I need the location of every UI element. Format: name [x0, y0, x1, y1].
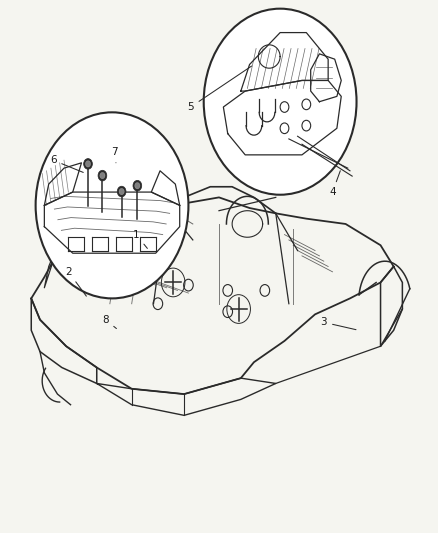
- Circle shape: [204, 9, 357, 195]
- Circle shape: [98, 170, 107, 181]
- Text: 1: 1: [133, 230, 147, 248]
- Circle shape: [117, 186, 126, 197]
- Circle shape: [133, 180, 142, 191]
- Text: 6: 6: [50, 155, 83, 172]
- Text: 7: 7: [111, 147, 117, 163]
- Text: 5: 5: [187, 66, 251, 112]
- Text: 8: 8: [102, 314, 117, 328]
- Circle shape: [135, 182, 140, 189]
- Text: 4: 4: [329, 171, 340, 197]
- Circle shape: [84, 159, 92, 169]
- Text: 3: 3: [321, 317, 356, 330]
- Text: 2: 2: [65, 267, 86, 296]
- Circle shape: [119, 188, 124, 195]
- Circle shape: [35, 112, 188, 298]
- Circle shape: [85, 161, 91, 167]
- Circle shape: [100, 172, 105, 179]
